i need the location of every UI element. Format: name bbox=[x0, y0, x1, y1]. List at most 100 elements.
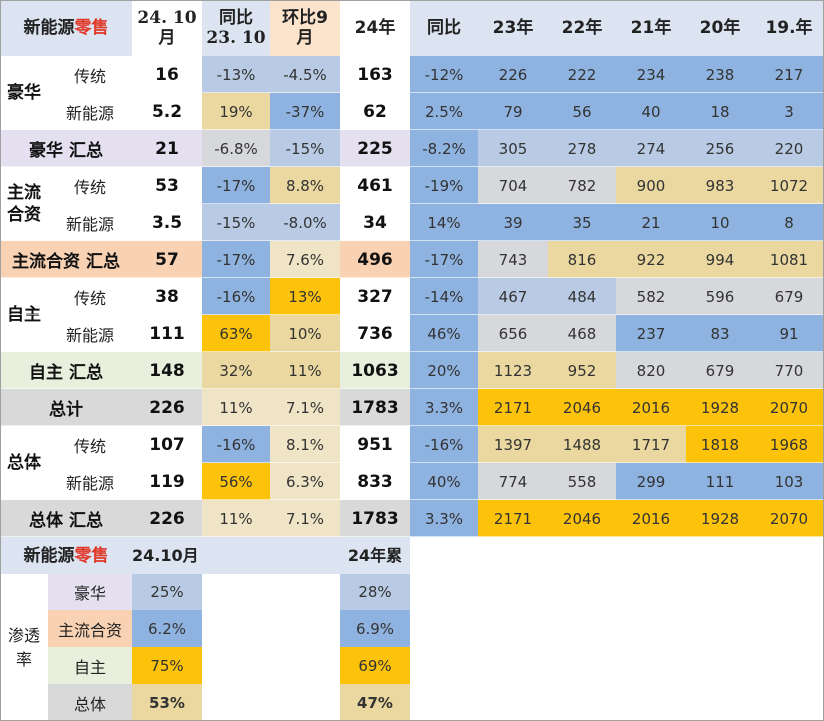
penetration-row-4-label: 总体 bbox=[48, 684, 132, 721]
header-month: 24. 10 月 bbox=[132, 0, 202, 56]
row-11-year-1: 1397 bbox=[478, 426, 548, 463]
row-7-year-5: 679 bbox=[754, 278, 824, 315]
row-9-yoy: 32% bbox=[202, 352, 270, 389]
penetration-row-4-month: 53% bbox=[132, 684, 202, 721]
row-3-mom: -15% bbox=[270, 130, 340, 167]
row-2-year-5: 3 bbox=[754, 93, 824, 130]
row-6-yoy: -17% bbox=[202, 241, 270, 278]
row-5-year-4: 10 bbox=[686, 204, 754, 241]
row-10-ytd: 1783 bbox=[340, 389, 410, 426]
group-luxury: 豪华 bbox=[0, 56, 48, 130]
penetration-row-3-label: 自主 bbox=[48, 647, 132, 684]
penetration-row-1-month: 25% bbox=[132, 574, 202, 610]
row-8-year-2: 468 bbox=[548, 315, 616, 352]
row-11-month: 107 bbox=[132, 426, 202, 463]
row-10-year-1: 2171 bbox=[478, 389, 548, 426]
penetration-title-prefix: 新能源 bbox=[23, 545, 75, 566]
row-5-mom: -8.0% bbox=[270, 204, 340, 241]
row-4-ytd: 461 bbox=[340, 167, 410, 204]
row-13-label: 总体 汇总 bbox=[0, 500, 132, 537]
row-5-year-2: 35 bbox=[548, 204, 616, 241]
row-11-ytd-yoy: -16% bbox=[410, 426, 478, 463]
row-13-year-4: 1928 bbox=[686, 500, 754, 537]
row-4-year-5: 1072 bbox=[754, 167, 824, 204]
row-1-year-1: 226 bbox=[478, 56, 548, 93]
penetration-header-gap bbox=[210, 537, 340, 574]
header-mom-line2: 月 bbox=[296, 28, 314, 48]
row-6-ytd: 496 bbox=[340, 241, 410, 278]
row-6-ytd-yoy: -17% bbox=[410, 241, 478, 278]
row-6-month: 57 bbox=[132, 241, 202, 278]
row-4-year-4: 983 bbox=[686, 167, 754, 204]
row-4-year-3: 900 bbox=[616, 167, 686, 204]
header-year-5: 19.年 bbox=[754, 0, 824, 56]
row-4-label: 传统 bbox=[48, 167, 132, 204]
row-8-ytd-yoy: 46% bbox=[410, 315, 478, 352]
row-2-label: 新能源 bbox=[48, 93, 132, 130]
row-2-year-1: 79 bbox=[478, 93, 548, 130]
header-year-2: 22年 bbox=[548, 0, 616, 56]
row-10-month: 226 bbox=[132, 389, 202, 426]
row-6-year-1: 743 bbox=[478, 241, 548, 278]
row-9-year-1: 1123 bbox=[478, 352, 548, 389]
row-2-ytd: 62 bbox=[340, 93, 410, 130]
row-11-year-4: 1818 bbox=[686, 426, 754, 463]
row-9-year-4: 679 bbox=[686, 352, 754, 389]
row-3-year-5: 220 bbox=[754, 130, 824, 167]
row-12-yoy: 56% bbox=[202, 463, 270, 500]
row-13-ytd: 1783 bbox=[340, 500, 410, 537]
row-12-year-3: 299 bbox=[616, 463, 686, 500]
header-mom-line1: 环比9 bbox=[282, 8, 328, 28]
row-1-mom: -4.5% bbox=[270, 56, 340, 93]
row-7-ytd: 327 bbox=[340, 278, 410, 315]
row-9-year-5: 770 bbox=[754, 352, 824, 389]
row-11-mom: 8.1% bbox=[270, 426, 340, 463]
penetration-header-month: 24.10月 bbox=[132, 537, 210, 574]
header-month-line2: 月 bbox=[158, 28, 176, 48]
row-8-yoy: 63% bbox=[202, 315, 270, 352]
penetration-row-4-ytd: 47% bbox=[340, 684, 410, 721]
row-7-yoy: -16% bbox=[202, 278, 270, 315]
row-8-year-1: 656 bbox=[478, 315, 548, 352]
penetration-row-2-month: 6.2% bbox=[132, 610, 202, 647]
row-6-mom: 7.6% bbox=[270, 241, 340, 278]
row-7-year-2: 484 bbox=[548, 278, 616, 315]
header-ytd-yoy: 同比 bbox=[410, 0, 478, 56]
row-13-year-2: 2046 bbox=[548, 500, 616, 537]
row-12-ytd-yoy: 40% bbox=[410, 463, 478, 500]
header-yoy: 同比 23. 10 bbox=[202, 0, 270, 56]
row-1-month: 16 bbox=[132, 56, 202, 93]
row-5-ytd: 34 bbox=[340, 204, 410, 241]
row-13-year-1: 2171 bbox=[478, 500, 548, 537]
row-13-ytd-yoy: 3.3% bbox=[410, 500, 478, 537]
row-9-ytd: 1063 bbox=[340, 352, 410, 389]
row-7-mom: 13% bbox=[270, 278, 340, 315]
row-divider bbox=[0, 462, 824, 463]
row-13-month: 226 bbox=[132, 500, 202, 537]
header-year-4: 20年 bbox=[686, 0, 754, 56]
row-6-year-5: 1081 bbox=[754, 241, 824, 278]
row-8-ytd: 736 bbox=[340, 315, 410, 352]
row-6-year-2: 816 bbox=[548, 241, 616, 278]
row-1-year-4: 238 bbox=[686, 56, 754, 93]
header-month-line1: 24. 10 bbox=[137, 8, 197, 28]
row-divider bbox=[0, 277, 824, 278]
row-5-year-1: 39 bbox=[478, 204, 548, 241]
row-6-label: 主流合资 汇总 bbox=[0, 241, 132, 278]
row-2-month: 5.2 bbox=[132, 93, 202, 130]
row-10-label: 总计 bbox=[0, 389, 132, 426]
row-11-year-5: 1968 bbox=[754, 426, 824, 463]
row-9-month: 148 bbox=[132, 352, 202, 389]
row-2-year-4: 18 bbox=[686, 93, 754, 130]
row-9-ytd-yoy: 20% bbox=[410, 352, 478, 389]
row-3-label: 豪华 汇总 bbox=[0, 130, 132, 167]
row-4-ytd-yoy: -19% bbox=[410, 167, 478, 204]
row-divider bbox=[0, 388, 824, 389]
row-12-year-2: 558 bbox=[548, 463, 616, 500]
row-12-year-5: 103 bbox=[754, 463, 824, 500]
group-domestic: 自主 bbox=[0, 278, 48, 352]
row-13-yoy: 11% bbox=[202, 500, 270, 537]
row-12-year-4: 111 bbox=[686, 463, 754, 500]
row-9-year-3: 820 bbox=[616, 352, 686, 389]
row-10-year-5: 2070 bbox=[754, 389, 824, 426]
